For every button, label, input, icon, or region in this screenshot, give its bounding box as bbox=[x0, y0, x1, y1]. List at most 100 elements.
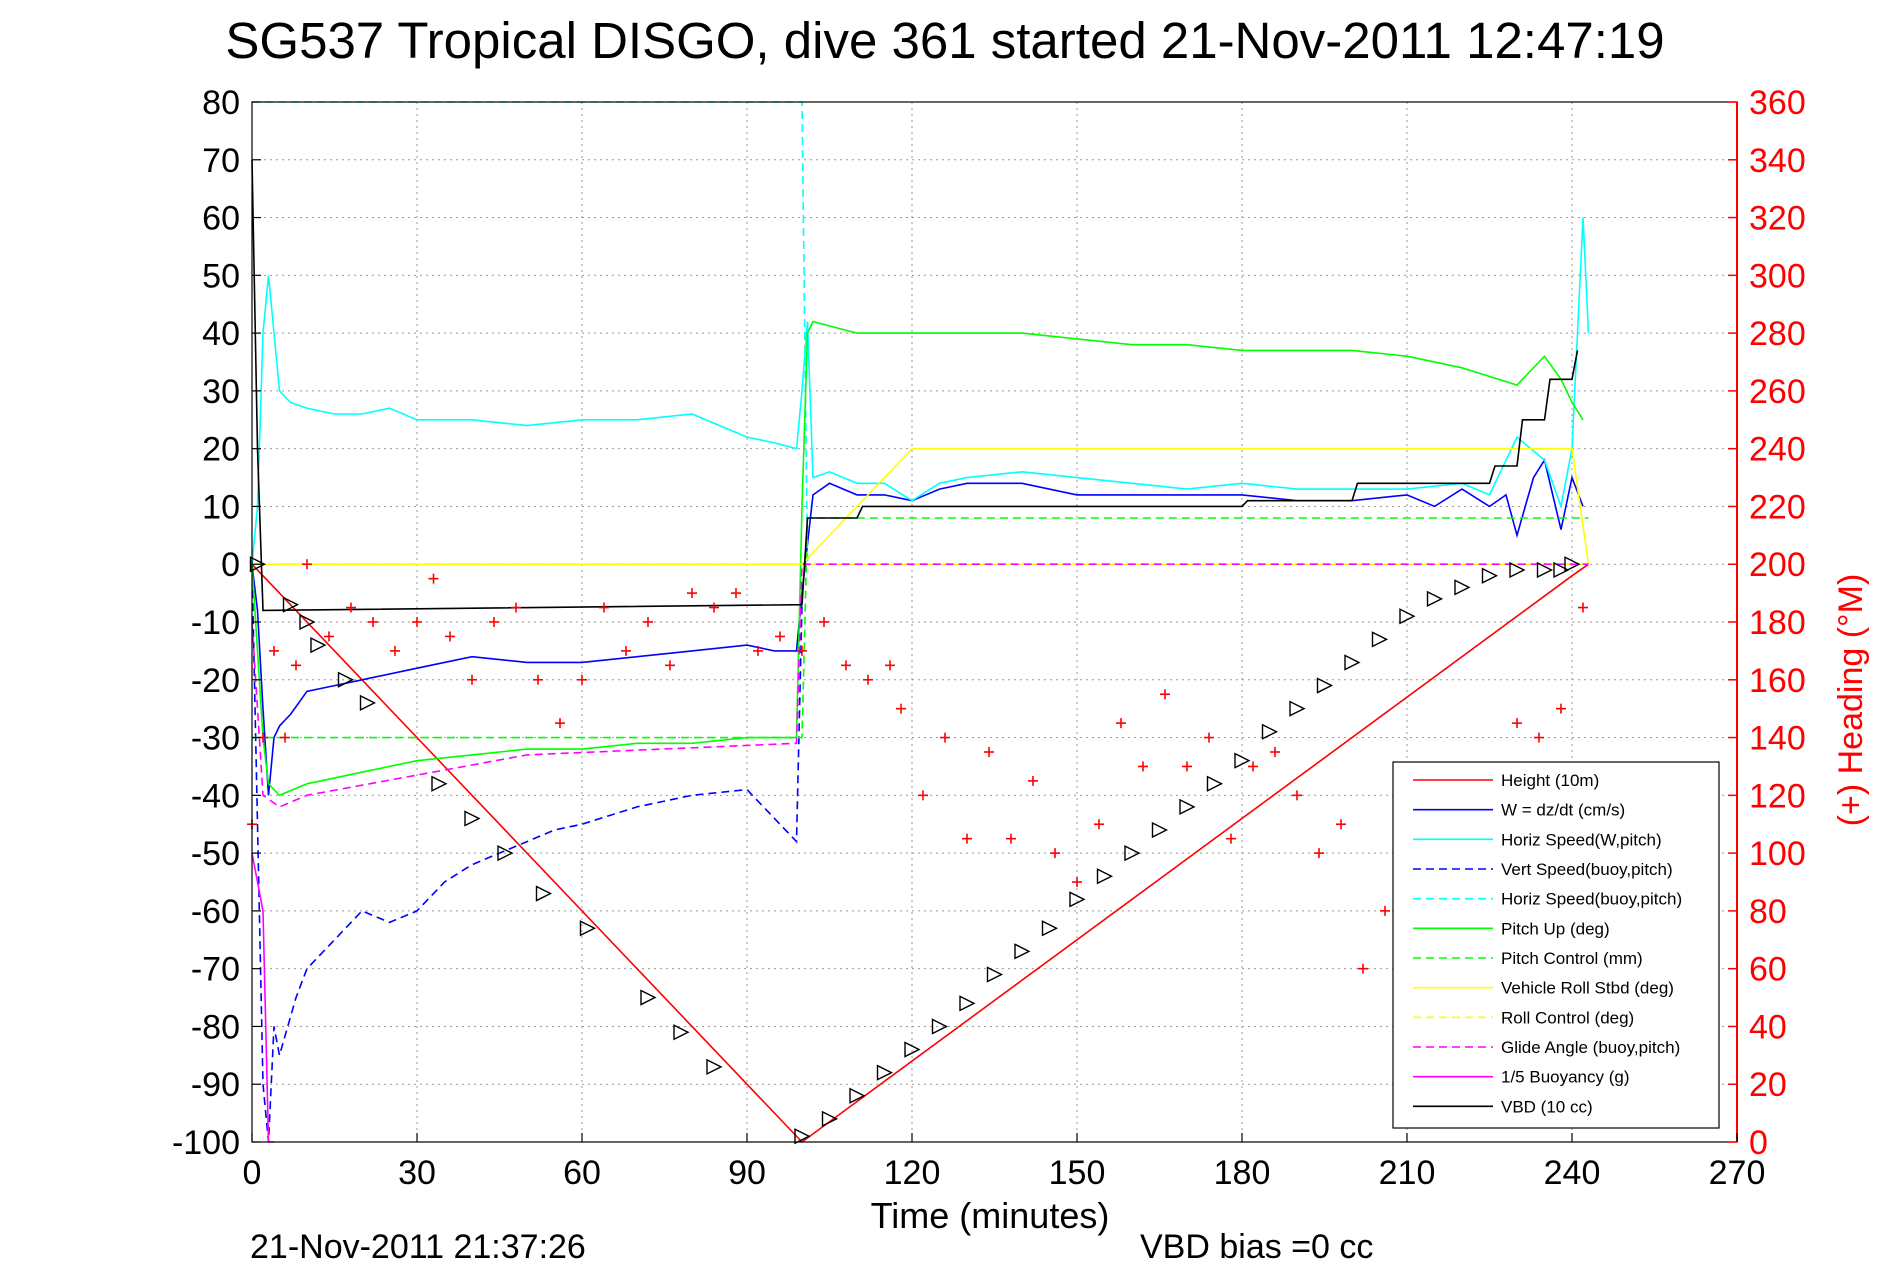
depth-marker bbox=[1014, 943, 1031, 960]
depth-marker bbox=[1454, 579, 1471, 596]
heading-point bbox=[302, 559, 312, 570]
heading-point bbox=[775, 631, 785, 642]
depth-marker bbox=[579, 920, 597, 937]
left-y-axis: 80 70 60 50 40 30 20 10 0 -10 -20 -30 -40 -50 -60 -70 -8… bbox=[172, 84, 261, 1162]
heading-point bbox=[1028, 775, 1038, 786]
depth-marker bbox=[1316, 677, 1334, 694]
heading-point bbox=[346, 602, 356, 613]
heading-point bbox=[1072, 877, 1082, 887]
heading-point bbox=[599, 602, 609, 613]
heading-point bbox=[1578, 602, 1588, 613]
x-tick-label: 60 bbox=[563, 1154, 601, 1192]
heading-point bbox=[731, 588, 741, 599]
y2-tick-label: 40 bbox=[1749, 1008, 1787, 1046]
heading-point bbox=[885, 660, 895, 671]
y-tick-label: 50 bbox=[202, 257, 240, 295]
x-tick-label: 90 bbox=[728, 1154, 766, 1192]
legend-entry-roll-control-deg: Roll Control (deg) bbox=[1413, 1008, 1634, 1027]
legend-label: Roll Control (deg) bbox=[1501, 1008, 1634, 1027]
heading-point bbox=[1314, 848, 1324, 859]
y-tick-label: -60 bbox=[191, 893, 240, 931]
y-tick-label: 70 bbox=[202, 142, 240, 180]
heading-point bbox=[1094, 819, 1104, 830]
depth-marker bbox=[299, 613, 316, 631]
heading-point bbox=[1160, 689, 1170, 700]
heading-point bbox=[577, 674, 587, 685]
depth-marker bbox=[337, 671, 355, 688]
depth-marker bbox=[1289, 700, 1306, 717]
legend-label: VBD (10 cc) bbox=[1501, 1097, 1593, 1116]
heading-point bbox=[269, 645, 279, 656]
chart-title: SG537 Tropical DISGO, dive 361 started 2… bbox=[225, 12, 1664, 69]
series-pitch-up-deg bbox=[251, 320, 1584, 797]
depth-marker bbox=[1344, 654, 1361, 671]
heading-point bbox=[1116, 718, 1126, 729]
legend-label: Height (10m) bbox=[1501, 771, 1599, 790]
legend-label: Vehicle Roll Stbd (deg) bbox=[1501, 979, 1674, 998]
depth-marker bbox=[1481, 567, 1499, 584]
depth-marker bbox=[1564, 556, 1581, 573]
heading-point bbox=[1336, 819, 1346, 830]
depth-marker bbox=[359, 694, 377, 712]
series-vbd-10-cc bbox=[251, 159, 1579, 612]
heading-point bbox=[1358, 963, 1368, 974]
legend-entry-1-5-buoyancy-g: 1/5 Buoyancy (g) bbox=[1413, 1068, 1630, 1087]
x-axis: 0 30 60 90 120 150 180 210 240 270 bbox=[243, 1133, 1766, 1192]
depth-marker bbox=[1509, 561, 1526, 579]
series-height-10m bbox=[251, 563, 1589, 1144]
heading-point bbox=[753, 645, 763, 656]
depth-marker bbox=[1206, 775, 1224, 792]
depth-marker bbox=[904, 1041, 921, 1058]
heading-point bbox=[621, 645, 631, 656]
y-tick-label: -90 bbox=[191, 1066, 240, 1104]
legend-entry-w-dz-dt-cm-s: W = dz/dt (cm/s) bbox=[1413, 801, 1625, 820]
legend-entry-pitch-up-deg: Pitch Up (deg) bbox=[1413, 919, 1610, 938]
depth-marker bbox=[1371, 631, 1389, 648]
y2-tick-label: 160 bbox=[1749, 662, 1806, 700]
right-y-axis: 3603403203002802602402202001801601401201… bbox=[1728, 84, 1806, 1162]
series-glide-angle-buoy-pitch bbox=[251, 563, 1589, 808]
heading-point bbox=[555, 718, 565, 729]
y-tick-label: 40 bbox=[202, 315, 240, 353]
heading-point bbox=[1006, 833, 1016, 844]
depth-marker bbox=[497, 844, 514, 862]
legend-label: Glide Angle (buoy,pitch) bbox=[1501, 1038, 1680, 1057]
legend-entry-height-10m: Height (10m) bbox=[1413, 771, 1599, 790]
legend-label: Horiz Speed(buoy,pitch) bbox=[1501, 890, 1682, 909]
x-axis-label: Time (minutes) bbox=[871, 1195, 1110, 1236]
heading-point bbox=[940, 732, 950, 743]
heading-point bbox=[896, 703, 906, 714]
heading-point bbox=[291, 660, 301, 671]
x-tick-label: 180 bbox=[1214, 1154, 1271, 1192]
y2-tick-label: 200 bbox=[1749, 546, 1806, 584]
y2-tick-label: 100 bbox=[1749, 835, 1806, 873]
y-tick-label: 80 bbox=[202, 84, 240, 122]
heading-point bbox=[428, 573, 439, 584]
legend-label: W = dz/dt (cm/s) bbox=[1501, 801, 1625, 820]
depth-marker bbox=[1426, 590, 1444, 608]
legend-entry-vehicle-roll-stbd-deg: Vehicle Roll Stbd (deg) bbox=[1413, 979, 1674, 998]
heading-point bbox=[1204, 732, 1214, 743]
y2-tick-label: 220 bbox=[1749, 488, 1806, 526]
legend-label: Pitch Up (deg) bbox=[1501, 919, 1610, 938]
y2-tick-label: 180 bbox=[1749, 604, 1806, 642]
heading-point bbox=[1534, 732, 1544, 743]
heading-point bbox=[511, 602, 521, 613]
y2-tick-label: 80 bbox=[1749, 893, 1787, 931]
legend-label: Vert Speed(buoy,pitch) bbox=[1501, 860, 1673, 879]
heading-point bbox=[467, 674, 477, 685]
legend-entry-vert-speed-buoy-pitch: Vert Speed(buoy,pitch) bbox=[1413, 860, 1673, 879]
y-tick-label: 20 bbox=[202, 431, 240, 469]
depth-marker bbox=[1041, 920, 1059, 937]
depth-marker bbox=[849, 1087, 866, 1104]
footer-timestamp: 21-Nov-2011 21:37:26 bbox=[250, 1228, 586, 1262]
heading-point bbox=[324, 631, 334, 642]
depth-marker bbox=[931, 1018, 949, 1035]
depth-marker bbox=[640, 989, 657, 1006]
y-tick-label: -70 bbox=[191, 951, 240, 989]
depth-marker bbox=[282, 596, 300, 613]
x-tick-label: 270 bbox=[1709, 1154, 1766, 1192]
series-layer bbox=[251, 101, 1590, 1144]
depth-marker bbox=[1124, 844, 1141, 862]
depth-marker bbox=[821, 1110, 839, 1128]
